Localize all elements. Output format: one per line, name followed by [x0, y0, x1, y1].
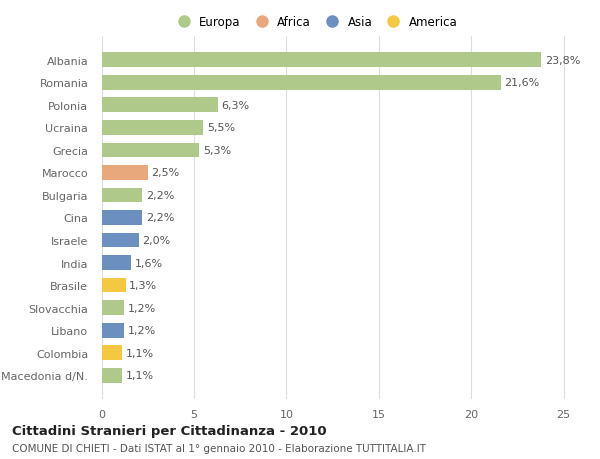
Text: 5,5%: 5,5%: [207, 123, 235, 133]
Bar: [101, 278, 125, 293]
Bar: [101, 346, 122, 360]
Bar: [101, 188, 142, 203]
Text: 5,3%: 5,3%: [203, 146, 232, 156]
Text: 21,6%: 21,6%: [505, 78, 539, 88]
Bar: [101, 301, 124, 315]
Text: 23,8%: 23,8%: [545, 56, 580, 66]
Bar: [101, 143, 199, 158]
Text: 2,0%: 2,0%: [142, 235, 170, 246]
Bar: [101, 53, 541, 68]
Text: 2,2%: 2,2%: [146, 213, 174, 223]
Text: 2,5%: 2,5%: [151, 168, 179, 178]
Bar: [101, 233, 139, 248]
Bar: [101, 166, 148, 180]
Bar: [101, 76, 500, 90]
Text: Cittadini Stranieri per Cittadinanza - 2010: Cittadini Stranieri per Cittadinanza - 2…: [12, 424, 326, 437]
Text: COMUNE DI CHIETI - Dati ISTAT al 1° gennaio 2010 - Elaborazione TUTTITALIA.IT: COMUNE DI CHIETI - Dati ISTAT al 1° genn…: [12, 443, 426, 453]
Text: 1,2%: 1,2%: [127, 303, 155, 313]
Text: 6,3%: 6,3%: [221, 101, 250, 111]
Text: 1,2%: 1,2%: [127, 325, 155, 336]
Legend: Europa, Africa, Asia, America: Europa, Africa, Asia, America: [169, 14, 460, 31]
Text: 1,1%: 1,1%: [125, 370, 154, 381]
Bar: [101, 98, 218, 113]
Text: 1,6%: 1,6%: [135, 258, 163, 268]
Bar: [101, 256, 131, 270]
Bar: [101, 211, 142, 225]
Text: 1,3%: 1,3%: [129, 280, 157, 291]
Text: 2,2%: 2,2%: [146, 190, 174, 201]
Bar: [101, 368, 122, 383]
Text: 1,1%: 1,1%: [125, 348, 154, 358]
Bar: [101, 121, 203, 135]
Bar: [101, 323, 124, 338]
